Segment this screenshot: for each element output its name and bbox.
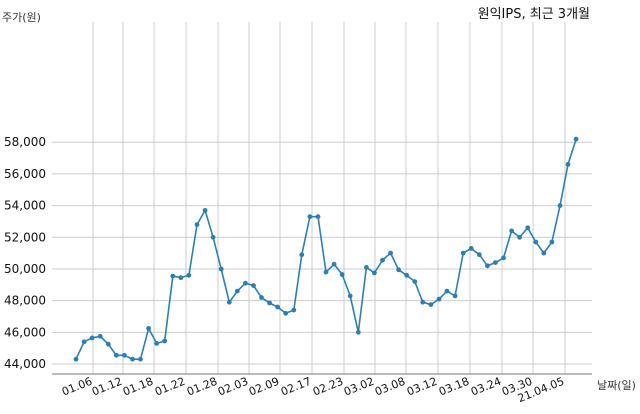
data-point: [557, 203, 563, 209]
y-tick-label: 58,000: [4, 135, 46, 149]
y-tick-label: 44,000: [4, 357, 46, 371]
data-point: [380, 257, 385, 263]
y-tick-label: 46,000: [4, 325, 46, 339]
x-tick-label: 03.24: [469, 375, 503, 399]
y-tick-labels: 44,000 46,000 48,000 50,000 52,000 54,000 56,0…: [4, 135, 46, 371]
data-point: [291, 307, 297, 313]
data-point: [178, 275, 184, 281]
data-point: [444, 288, 450, 294]
x-tick-label: 01.22: [153, 375, 187, 399]
y-tick-label: 54,000: [4, 199, 46, 213]
data-point: [372, 270, 377, 276]
data-point: [251, 283, 256, 288]
data-point: [573, 136, 579, 142]
data-point: [226, 299, 232, 305]
data-point: [485, 263, 490, 269]
x-tick-label: 01.12: [90, 375, 124, 399]
data-point: [460, 250, 466, 256]
x-tick-label: 03.08: [373, 375, 407, 399]
data-point: [549, 239, 555, 245]
data-point: [565, 162, 571, 167]
x-tick-label: 01.06: [60, 375, 94, 399]
x-tick-label: 03.02: [342, 375, 376, 399]
data-point: [275, 304, 280, 310]
x-tick-label: 02.17: [279, 375, 313, 399]
chart-title: 원익IPS, 최근 3개월: [478, 7, 590, 22]
price-series-line: [75, 138, 577, 360]
data-point: [468, 246, 474, 251]
x-tick-labels: 01.0601.1201.1801.2201.2802.0302.0902.17…: [60, 375, 566, 405]
y-tick-label: 52,000: [4, 230, 46, 244]
data-point: [315, 214, 321, 220]
data-point: [186, 272, 192, 278]
data-point: [541, 250, 547, 256]
data-point: [81, 339, 87, 345]
data-point: [436, 296, 442, 302]
data-point: [234, 288, 240, 294]
data-point: [283, 310, 289, 316]
data-point: [113, 352, 119, 358]
data-point: [259, 295, 264, 300]
y-tick-label: 50,000: [4, 262, 46, 276]
data-point: [347, 293, 353, 299]
data-points: [73, 136, 579, 362]
x-tick-label: 03.18: [437, 375, 471, 399]
data-point: [162, 338, 168, 344]
data-point: [428, 302, 434, 307]
data-point: [339, 272, 345, 277]
data-point: [509, 228, 514, 234]
data-point: [97, 333, 103, 339]
y-tick-label: 56,000: [4, 167, 46, 181]
data-point: [323, 269, 329, 275]
grid: [52, 22, 592, 374]
data-point: [493, 260, 498, 265]
data-point: [299, 252, 305, 258]
data-point: [501, 255, 506, 261]
data-point: [105, 341, 111, 347]
data-point: [243, 280, 248, 286]
data-point: [388, 250, 393, 256]
data-point: [202, 208, 208, 213]
x-tick-label: 02.03: [216, 375, 250, 399]
y-tick-label: 48,000: [4, 294, 46, 308]
data-point: [267, 300, 272, 306]
data-point: [170, 273, 176, 279]
data-point: [307, 214, 313, 220]
data-point: [218, 266, 224, 272]
data-point: [138, 356, 143, 362]
data-point: [355, 329, 361, 335]
data-point: [130, 356, 135, 362]
data-point: [364, 265, 369, 270]
data-point: [194, 222, 200, 228]
data-point: [412, 279, 418, 284]
x-tick-label: 02.09: [247, 375, 281, 399]
data-point: [396, 267, 401, 273]
data-point: [404, 272, 410, 278]
data-point: [73, 356, 79, 362]
data-point: [533, 239, 539, 245]
x-tick-label: 03.12: [405, 375, 439, 399]
x-axis-unit-label: 날짜(일): [597, 378, 636, 392]
data-point: [146, 326, 152, 331]
data-point: [154, 341, 160, 346]
data-point: [122, 352, 127, 358]
x-tick-label: 01.28: [185, 375, 219, 399]
y-axis-unit-label: 주가(원): [2, 11, 41, 24]
data-point: [89, 335, 95, 341]
data-point: [452, 293, 458, 299]
data-point: [331, 261, 337, 267]
x-tick-label: 02.23: [311, 375, 345, 399]
data-point: [525, 225, 531, 231]
data-point: [210, 234, 216, 240]
data-point: [476, 252, 482, 258]
data-point: [420, 299, 426, 305]
data-point: [517, 234, 522, 240]
x-tick-label: 01.18: [121, 375, 155, 399]
